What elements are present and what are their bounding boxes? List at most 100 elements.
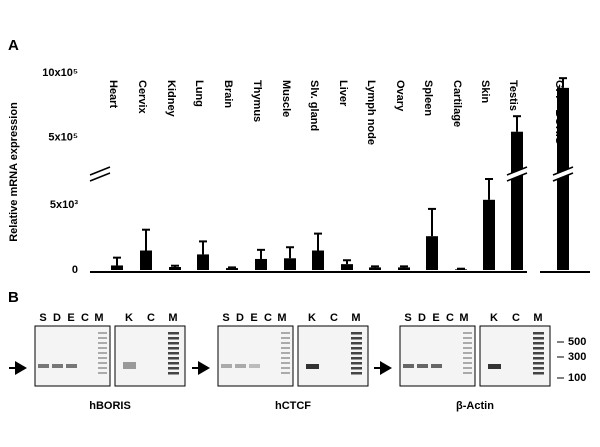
ladder-band [168, 332, 179, 335]
ladder-band [98, 372, 107, 374]
bar [284, 258, 296, 270]
y-tick-label: 10x10⁵ [42, 67, 78, 79]
bar [483, 199, 495, 270]
gel-band [123, 362, 136, 369]
axis-break [89, 166, 111, 176]
ladder-band [168, 372, 179, 375]
lane-label: K [125, 312, 133, 324]
bar [455, 269, 467, 270]
axis-break [506, 166, 528, 176]
ladder-band [168, 357, 179, 360]
ladder-band [463, 332, 472, 334]
x-tick-label: Spleen [422, 80, 434, 116]
lane-label: S [404, 312, 411, 324]
lane-label: M [459, 312, 468, 324]
lane-label: C [147, 312, 155, 324]
ladder-band [533, 362, 544, 365]
ladder-band [98, 352, 107, 354]
gel [297, 325, 369, 387]
gel-label: hBORIS [89, 400, 131, 412]
y-tick-label: 5x10³ [50, 199, 78, 211]
lane-label: S [222, 312, 229, 324]
ladder-band [168, 337, 179, 340]
y-tick-label: 0 [72, 264, 78, 276]
x-tick-label: Lung [193, 80, 205, 107]
lane-label: M [533, 312, 542, 324]
bar [341, 264, 353, 270]
lane-label: M [351, 312, 360, 324]
bar [426, 236, 438, 270]
x-tick-label: Skin [479, 80, 491, 104]
ladder-band [463, 342, 472, 344]
panel-label: B [8, 289, 19, 306]
bar [557, 87, 569, 270]
lane-label: D [236, 312, 244, 324]
ladder-band [98, 357, 107, 359]
ladder-band [281, 362, 290, 364]
x-tick-label: Kidney [165, 80, 177, 118]
ladder-band [533, 332, 544, 335]
gel [217, 325, 294, 387]
gel-band [249, 364, 260, 368]
ladder-band [533, 352, 544, 355]
x-tick-label: Lymph node [365, 80, 377, 145]
bar [169, 267, 181, 270]
ladder-band [463, 362, 472, 364]
x-tick-label: Muscle [280, 80, 292, 117]
ladder-band [281, 352, 290, 354]
y-axis-label: Relative mRNA expression [8, 102, 20, 242]
ladder-band [533, 337, 544, 340]
x-tick-label: Ovary [394, 80, 406, 112]
bar [398, 267, 410, 270]
axis-break [90, 167, 110, 181]
lane-label: E [432, 312, 439, 324]
ladder-band [351, 332, 362, 335]
ladder-band [533, 342, 544, 345]
lane-label: E [67, 312, 74, 324]
axis-break [507, 167, 527, 181]
gel-band [306, 364, 319, 369]
ladder-band [463, 367, 472, 369]
ladder-band [98, 347, 107, 349]
ladder-band [351, 337, 362, 340]
ladder-band [351, 352, 362, 355]
y-tick-label: 5x10⁵ [48, 132, 78, 144]
gel-band [38, 364, 49, 368]
bar [369, 267, 381, 270]
lane-label: E [250, 312, 257, 324]
x-tick-label: Brain [222, 80, 234, 108]
lane-label: D [418, 312, 426, 324]
lane-label: M [277, 312, 286, 324]
ladder-band [351, 367, 362, 370]
size-marker: 100 [568, 372, 586, 384]
gel-band [52, 364, 63, 368]
ladder-band [463, 347, 472, 349]
ladder-band [281, 347, 290, 349]
size-marker: 300 [568, 351, 586, 363]
x-tick-label: Cervix [136, 80, 148, 115]
ladder-band [281, 337, 290, 339]
ladder-band [351, 347, 362, 350]
ladder-band [533, 357, 544, 360]
ladder-band [168, 362, 179, 365]
size-marker: 500 [568, 336, 586, 348]
axis-break [553, 167, 573, 181]
ladder-band [98, 367, 107, 369]
lane-label: M [94, 312, 103, 324]
x-tick-label: Heart [107, 80, 119, 108]
gel [399, 325, 476, 387]
ladder-band [98, 337, 107, 339]
gel-band [417, 364, 428, 368]
lane-label: D [53, 312, 61, 324]
ladder-band [351, 342, 362, 345]
gel-band [431, 364, 442, 368]
ladder-band [281, 367, 290, 369]
ladder-band [351, 362, 362, 365]
gel-label: β-Actin [456, 400, 494, 412]
ladder-band [98, 332, 107, 334]
ladder-band [281, 332, 290, 334]
ladder-band [351, 372, 362, 375]
gel-band [66, 364, 77, 368]
ladder-band [463, 357, 472, 359]
ladder-band [281, 372, 290, 374]
